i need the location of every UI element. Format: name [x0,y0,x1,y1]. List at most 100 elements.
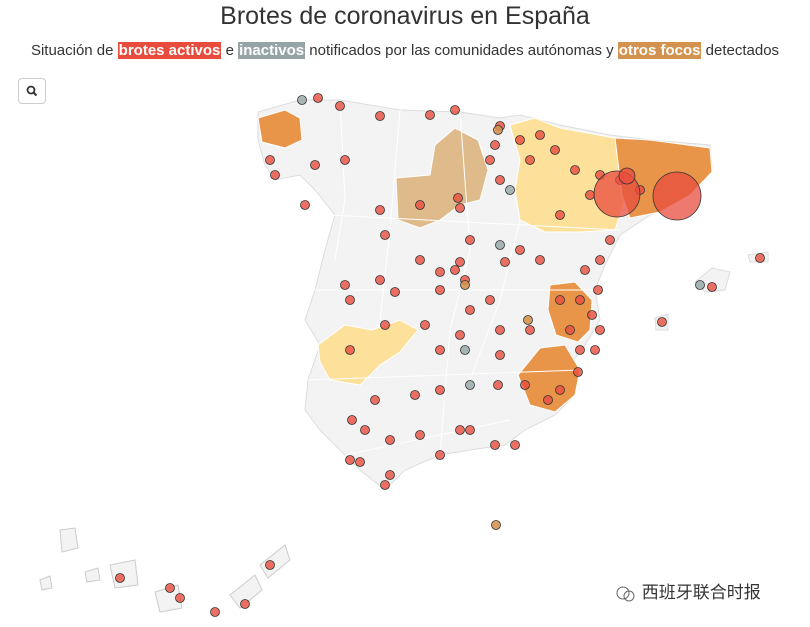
outbreak-dot[interactable] [415,255,425,265]
outbreak-dot[interactable] [555,210,565,220]
outbreak-dot[interactable] [435,345,445,355]
outbreak-dot[interactable] [455,203,465,213]
outbreak-dot[interactable] [375,111,385,121]
outbreak-dot[interactable] [340,155,350,165]
outbreak-dot[interactable] [618,167,636,185]
outbreak-dot[interactable] [595,255,605,265]
outbreak-dot[interactable] [375,205,385,215]
outbreak-dot[interactable] [755,253,765,263]
outbreak-dot[interactable] [390,287,400,297]
outbreak-dot[interactable] [491,520,501,530]
outbreak-dot[interactable] [340,280,350,290]
outbreak-dot[interactable] [485,155,495,165]
outbreak-dot[interactable] [345,295,355,305]
outbreak-dot[interactable] [495,325,505,335]
outbreak-dot[interactable] [500,257,510,267]
outbreak-dot[interactable] [587,310,597,320]
outbreak-dot[interactable] [535,130,545,140]
outbreak-dot[interactable] [550,145,560,155]
outbreak-dot[interactable] [510,440,520,450]
outbreak-dot[interactable] [490,140,500,150]
outbreak-dot[interactable] [493,125,503,135]
outbreak-dot[interactable] [313,93,323,103]
outbreak-dot[interactable] [555,385,565,395]
search-button[interactable] [18,78,46,104]
outbreak-dot[interactable] [380,230,390,240]
outbreak-dot[interactable] [347,415,357,425]
outbreak-dot[interactable] [265,560,275,570]
outbreak-dot[interactable] [580,265,590,275]
outbreak-dot[interactable] [297,95,307,105]
outbreak-dot[interactable] [515,245,525,255]
outbreak-dot[interactable] [593,285,603,295]
outbreak-dot[interactable] [310,160,320,170]
outbreak-dot[interactable] [175,593,185,603]
outbreak-dot[interactable] [485,295,495,305]
outbreak-dot[interactable] [465,235,475,245]
outbreak-dot[interactable] [345,455,355,465]
outbreak-dot[interactable] [360,425,370,435]
outbreak-dot[interactable] [240,599,250,609]
outbreak-dot[interactable] [605,235,615,245]
outbreak-dot[interactable] [300,200,310,210]
outbreak-dot[interactable] [493,380,503,390]
outbreak-dot[interactable] [465,380,475,390]
outbreak-dot[interactable] [455,257,465,267]
outbreak-dot[interactable] [585,190,595,200]
outbreak-dot[interactable] [165,583,175,593]
outbreak-dot[interactable] [415,430,425,440]
outbreak-dot[interactable] [453,193,463,203]
outbreak-dot[interactable] [435,450,445,460]
outbreak-dot[interactable] [435,267,445,277]
outbreak-dot[interactable] [450,265,460,275]
outbreak-dot[interactable] [520,380,530,390]
outbreak-dot[interactable] [465,425,475,435]
outbreak-dot[interactable] [335,101,345,111]
outbreak-dot[interactable] [455,330,465,340]
outbreak-dot[interactable] [425,110,435,120]
outbreak-dot[interactable] [505,185,515,195]
outbreak-dot[interactable] [575,345,585,355]
outbreak-dot[interactable] [210,607,220,617]
outbreak-dot[interactable] [435,385,445,395]
outbreak-dot[interactable] [595,325,605,335]
outbreak-dot[interactable] [460,280,470,290]
outbreak-dot[interactable] [543,395,553,405]
outbreak-dot[interactable] [490,440,500,450]
outbreak-dot[interactable] [450,105,460,115]
outbreak-dot[interactable] [410,390,420,400]
outbreak-dot[interactable] [415,200,425,210]
outbreak-dot[interactable] [495,175,505,185]
outbreak-dot[interactable] [652,171,702,221]
outbreak-dot[interactable] [270,170,280,180]
outbreak-dot[interactable] [380,480,390,490]
outbreak-dot[interactable] [265,155,275,165]
outbreak-dot[interactable] [657,317,667,327]
outbreak-dot[interactable] [345,345,355,355]
outbreak-dot[interactable] [575,295,585,305]
outbreak-dot[interactable] [555,295,565,305]
outbreak-dot[interactable] [695,280,705,290]
outbreak-dot[interactable] [565,325,575,335]
outbreak-dot[interactable] [535,255,545,265]
outbreak-dot[interactable] [115,573,125,583]
outbreak-dot[interactable] [385,470,395,480]
outbreak-dot[interactable] [495,240,505,250]
outbreak-dot[interactable] [525,155,535,165]
outbreak-dot[interactable] [380,320,390,330]
outbreak-dot[interactable] [525,325,535,335]
outbreak-dot[interactable] [385,435,395,445]
outbreak-dot[interactable] [573,367,583,377]
outbreak-dot[interactable] [435,285,445,295]
outbreak-dot[interactable] [370,395,380,405]
outbreak-dot[interactable] [465,305,475,315]
outbreak-dot[interactable] [707,282,717,292]
outbreak-dot[interactable] [523,315,533,325]
outbreak-dot[interactable] [355,457,365,467]
outbreak-dot[interactable] [495,350,505,360]
outbreak-dot[interactable] [515,135,525,145]
outbreak-dot[interactable] [455,425,465,435]
outbreak-dot[interactable] [590,345,600,355]
outbreak-dot[interactable] [375,275,385,285]
outbreak-dot[interactable] [460,345,470,355]
